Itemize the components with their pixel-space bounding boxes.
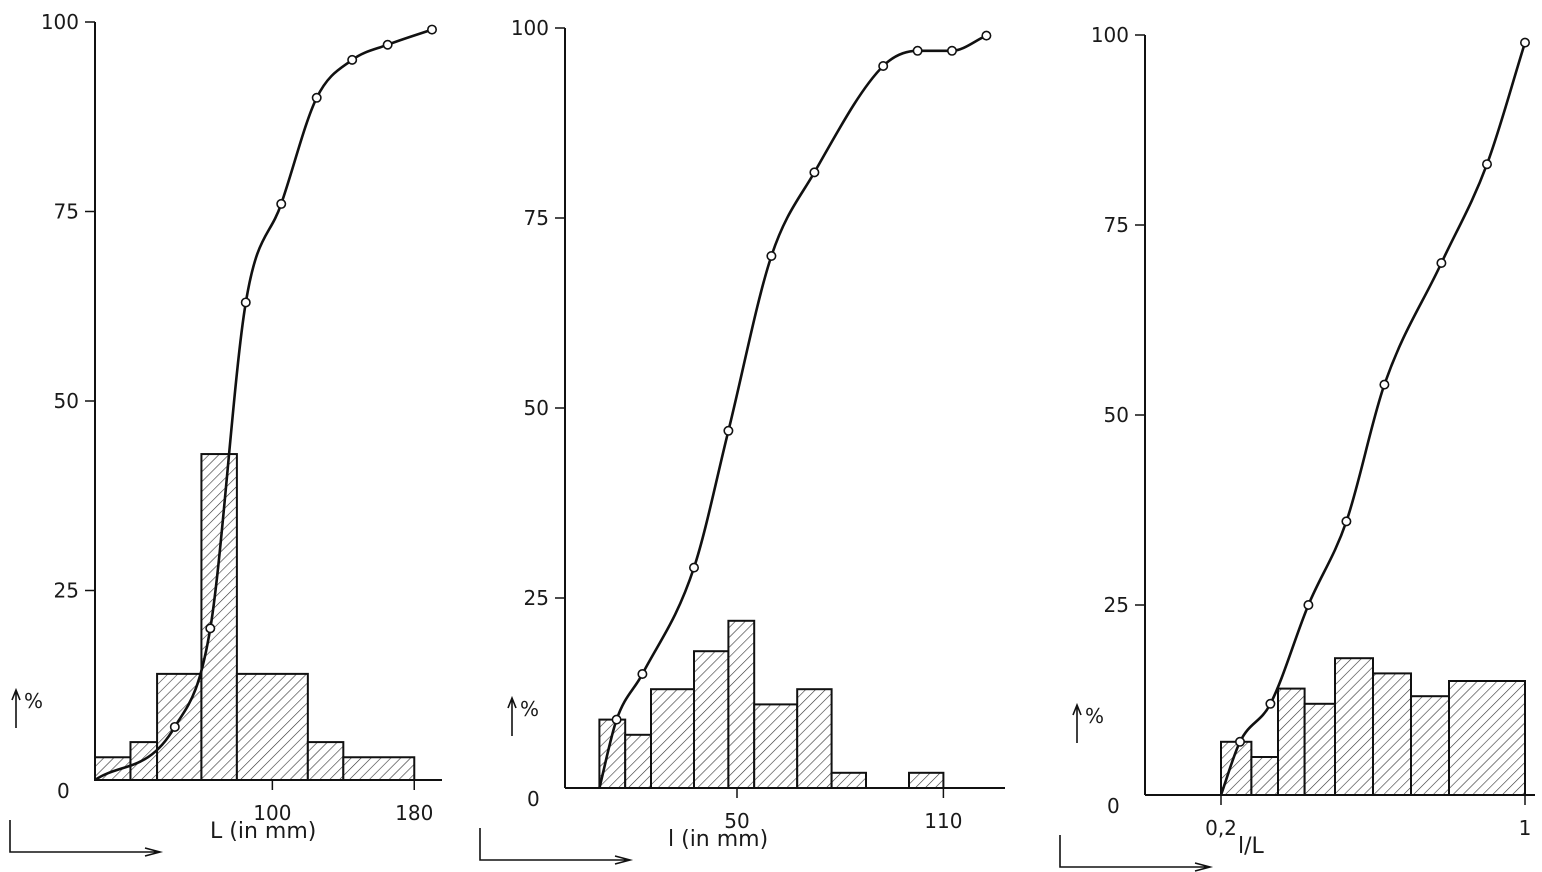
histogram-bar [624,733,653,789]
data-point [766,251,777,262]
data-point [981,30,992,41]
x-axis-title: l (in mm) [668,827,768,852]
histogram-bar [693,650,730,790]
y-tick-label: 75 [524,206,549,230]
histogram-bar [235,672,309,782]
cumulative-curve [94,28,433,782]
data-point [382,39,393,50]
histogram-bar [830,771,867,789]
data-point [205,623,216,634]
data-point [878,60,889,71]
data-point [347,54,358,65]
y-tick-label: 50 [524,396,549,420]
data-point [1436,257,1447,268]
data-point [1520,37,1531,48]
histogram-bar [200,453,238,781]
data-point [1303,599,1314,610]
y-tick-label: 50 [1104,403,1129,427]
histogram-bar [1372,672,1412,797]
y-tick-label: 100 [1091,23,1129,47]
y-axis-title: % [1085,704,1104,728]
y-tick-label: 100 [511,16,549,40]
histogram-bar [727,619,756,789]
data-point [637,668,648,679]
histogram-bar [753,703,799,790]
x-direction-arrow-icon [1059,835,1214,872]
origin-label: 0 [1107,794,1120,818]
data-point [1482,159,1493,170]
data-point [688,562,699,573]
data-point [1235,736,1246,747]
histogram-bar [1250,756,1280,796]
histogram-bar [650,688,695,790]
data-point [240,297,251,308]
chart-panel-1: 25 50 75 100 0 100 180 L (in mm)% [9,10,442,857]
x-tick-label: 180 [395,801,433,825]
x-tick-label: 100 [253,801,291,825]
y-axis-title: % [520,697,539,721]
histogram-bar [796,688,833,790]
histogram-bar [1448,680,1526,796]
x-direction-arrow-icon [479,828,634,865]
origin-label: 0 [527,787,540,811]
x-axis-title: l/L [1238,834,1265,859]
cumulative-curve [598,34,987,789]
data-point [311,92,322,103]
x-tick-label: 110 [924,809,962,833]
x-tick-label: 50 [724,809,749,833]
y-tick-label: 25 [524,586,549,610]
x-axis-title: L (in mm) [210,819,316,844]
y-tick-label: 25 [1104,593,1129,617]
chart-panel-3: 25 50 75 100 0 0,2 1 l/L% [1059,23,1535,872]
x-direction-arrow-icon [9,820,164,857]
data-point [1265,698,1276,709]
data-point [946,45,957,56]
histogram-bar [1334,657,1374,797]
histogram-bar [1277,687,1306,796]
y-tick-label: 50 [54,389,79,413]
histogram-bar [342,756,416,782]
data-point [1341,516,1352,527]
y-direction-arrow-icon [507,695,517,736]
histogram-bar [908,771,945,789]
y-tick-label: 75 [1104,213,1129,237]
y-direction-arrow-icon [1072,702,1082,743]
origin-label: 0 [57,779,70,803]
x-tick-label: 1 [1519,816,1532,840]
y-tick-label: 75 [54,200,79,224]
data-point [912,45,923,56]
data-point [426,24,437,35]
data-point [611,714,622,725]
data-point [276,198,287,209]
y-direction-arrow-icon [11,687,21,728]
histogram-bar [1303,702,1336,796]
x-tick-label: 0,2 [1205,816,1237,840]
data-point [169,721,180,732]
data-point [809,167,820,178]
y-tick-label: 25 [54,579,79,603]
chart-panel-2: 25 50 75 100 0 50 110 l (in mm)% [479,16,1005,865]
y-tick-label: 100 [41,10,79,34]
data-point [723,425,734,436]
histogram-bar [306,741,345,781]
cumulative-curve [1219,42,1527,796]
histogram-bar [1410,695,1450,797]
y-axis-title: % [24,689,43,713]
data-point [1379,379,1390,390]
